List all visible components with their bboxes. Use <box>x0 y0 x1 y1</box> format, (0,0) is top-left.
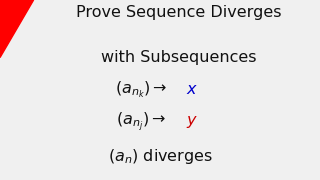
Text: $y$: $y$ <box>186 114 198 130</box>
Text: Prove Sequence Diverges: Prove Sequence Diverges <box>76 5 282 20</box>
Text: $(a_{n_k})\rightarrow$: $(a_{n_k})\rightarrow$ <box>115 80 167 100</box>
Text: $(a_n)$ diverges: $(a_n)$ diverges <box>108 147 212 166</box>
Text: $(a_{n_j})\rightarrow$: $(a_{n_j})\rightarrow$ <box>116 111 166 134</box>
Text: with Subsequences: with Subsequences <box>101 50 257 65</box>
Polygon shape <box>0 0 34 58</box>
Text: $x$: $x$ <box>186 82 198 98</box>
